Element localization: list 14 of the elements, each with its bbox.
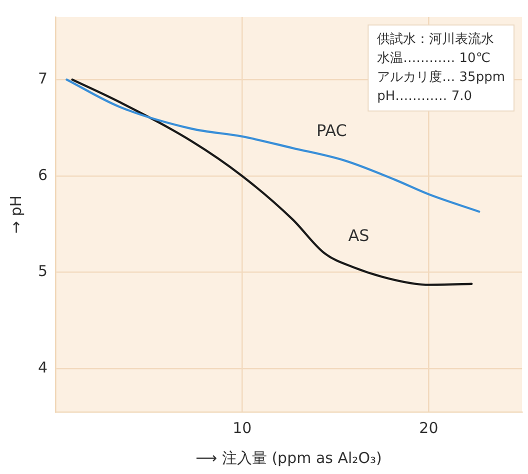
annotation: アルカリ度… 35ppm bbox=[377, 68, 505, 85]
y-tick-label: 4 bbox=[38, 358, 48, 377]
annotation: 水温………… 10℃ bbox=[377, 50, 490, 66]
annotation: pH………… 7.0 bbox=[377, 88, 472, 104]
y-tick-label: 7 bbox=[38, 70, 48, 88]
y-axis-title: → pH bbox=[6, 195, 25, 234]
x-tick-label: 20 bbox=[419, 418, 438, 437]
x-axis-title: ⟶ 注入量 (ppm as Al₂O₃) bbox=[196, 448, 382, 467]
y-tick-label: 5 bbox=[38, 262, 48, 280]
y-tick-label: 6 bbox=[38, 166, 48, 184]
series-label: AS bbox=[348, 226, 370, 246]
annotation: 供試水：河川表流水 bbox=[377, 30, 494, 47]
x-tick-label: 10 bbox=[232, 418, 252, 437]
series-label: PAC bbox=[316, 121, 347, 140]
